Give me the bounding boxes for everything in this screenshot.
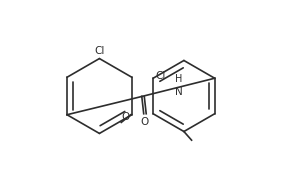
Text: H: H <box>175 74 183 84</box>
Text: N: N <box>175 87 183 97</box>
Text: Cl: Cl <box>94 46 104 56</box>
Text: O: O <box>141 117 149 127</box>
Text: O: O <box>122 112 130 122</box>
Text: Cl: Cl <box>155 71 166 81</box>
